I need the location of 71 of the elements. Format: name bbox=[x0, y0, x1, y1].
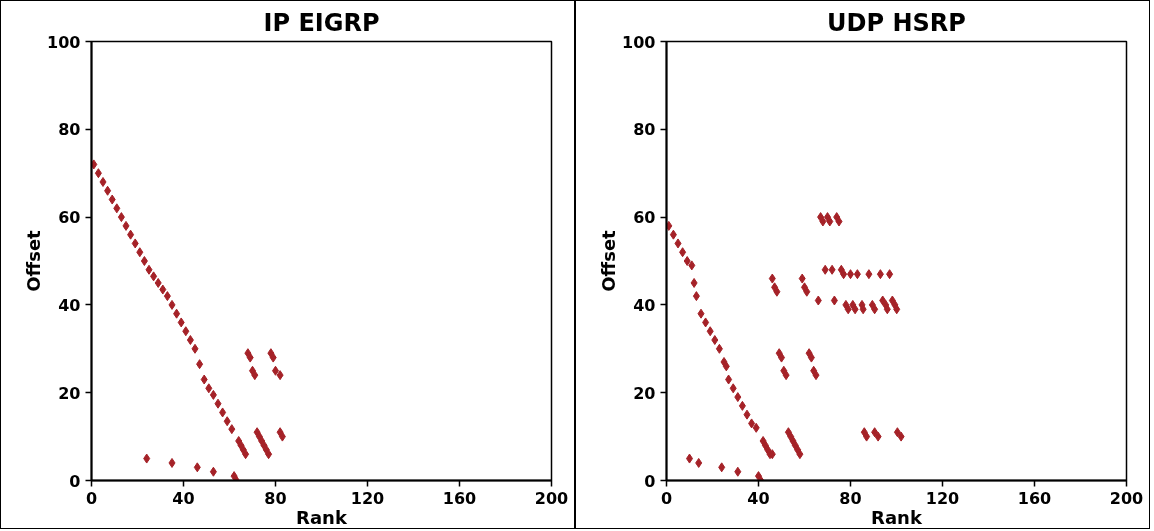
point bbox=[182, 326, 190, 337]
y-tick-label: 20 bbox=[633, 383, 656, 403]
x-tick-label: 160 bbox=[1017, 488, 1052, 508]
point bbox=[154, 277, 162, 288]
x-tick-label: 80 bbox=[839, 488, 862, 508]
point bbox=[223, 416, 231, 427]
x-tick-label: 160 bbox=[442, 488, 477, 508]
point bbox=[131, 238, 139, 249]
chart-title: UDP HSRP bbox=[827, 8, 966, 37]
point bbox=[168, 299, 176, 310]
point bbox=[127, 229, 135, 240]
y-tick-label: 100 bbox=[622, 32, 656, 52]
x-tick-label: 0 bbox=[85, 488, 98, 508]
point bbox=[228, 424, 236, 435]
point bbox=[173, 308, 181, 319]
point bbox=[99, 176, 107, 187]
point bbox=[278, 431, 286, 442]
point bbox=[196, 359, 204, 370]
point bbox=[177, 317, 185, 328]
y-tick-label: 100 bbox=[47, 32, 81, 52]
point bbox=[251, 370, 259, 381]
x-tick-label: 200 bbox=[534, 488, 569, 508]
x-axis-title: Rank bbox=[871, 506, 923, 528]
y-tick-label: 80 bbox=[633, 120, 656, 140]
y-tick-label: 0 bbox=[69, 471, 81, 491]
point bbox=[242, 449, 250, 460]
y-tick-label: 40 bbox=[633, 295, 656, 315]
point bbox=[145, 264, 153, 275]
y-axis-title: Offset bbox=[598, 229, 620, 292]
point bbox=[200, 374, 208, 385]
point bbox=[136, 247, 144, 258]
point bbox=[209, 466, 217, 477]
point bbox=[269, 352, 277, 363]
point bbox=[209, 389, 217, 400]
x-tick-label: 0 bbox=[660, 488, 673, 508]
point bbox=[191, 343, 199, 354]
x-tick-label: 120 bbox=[925, 488, 960, 508]
point bbox=[143, 453, 151, 464]
x-tick-label: 120 bbox=[350, 488, 385, 508]
point bbox=[163, 291, 171, 302]
point bbox=[186, 335, 194, 346]
y-tick-label: 80 bbox=[58, 120, 81, 140]
point bbox=[113, 203, 121, 214]
x-axis-title: Rank bbox=[296, 506, 348, 528]
x-tick-label: 40 bbox=[747, 488, 770, 508]
point bbox=[214, 398, 222, 409]
point bbox=[94, 168, 102, 179]
x-tick-label: 40 bbox=[172, 488, 195, 508]
y-tick-label: 0 bbox=[644, 471, 656, 491]
point bbox=[104, 185, 112, 196]
y-tick-label: 60 bbox=[58, 208, 81, 228]
point bbox=[246, 352, 254, 363]
point bbox=[140, 256, 148, 266]
x-tick-label: 200 bbox=[1109, 488, 1144, 508]
point bbox=[108, 194, 116, 205]
y-tick-label: 40 bbox=[58, 295, 81, 315]
point bbox=[205, 383, 213, 394]
point bbox=[219, 407, 227, 418]
point bbox=[168, 457, 176, 468]
point bbox=[159, 284, 167, 295]
y-tick-label: 20 bbox=[58, 383, 81, 403]
point bbox=[265, 449, 273, 460]
point bbox=[117, 212, 125, 223]
x-tick-label: 80 bbox=[264, 488, 287, 508]
point bbox=[150, 271, 158, 282]
y-axis-title: Offset bbox=[23, 229, 45, 292]
point bbox=[122, 220, 130, 231]
point bbox=[193, 462, 201, 473]
y-tick-label: 60 bbox=[633, 208, 656, 228]
point bbox=[276, 370, 284, 381]
chart-title: IP EIGRP bbox=[263, 8, 380, 37]
